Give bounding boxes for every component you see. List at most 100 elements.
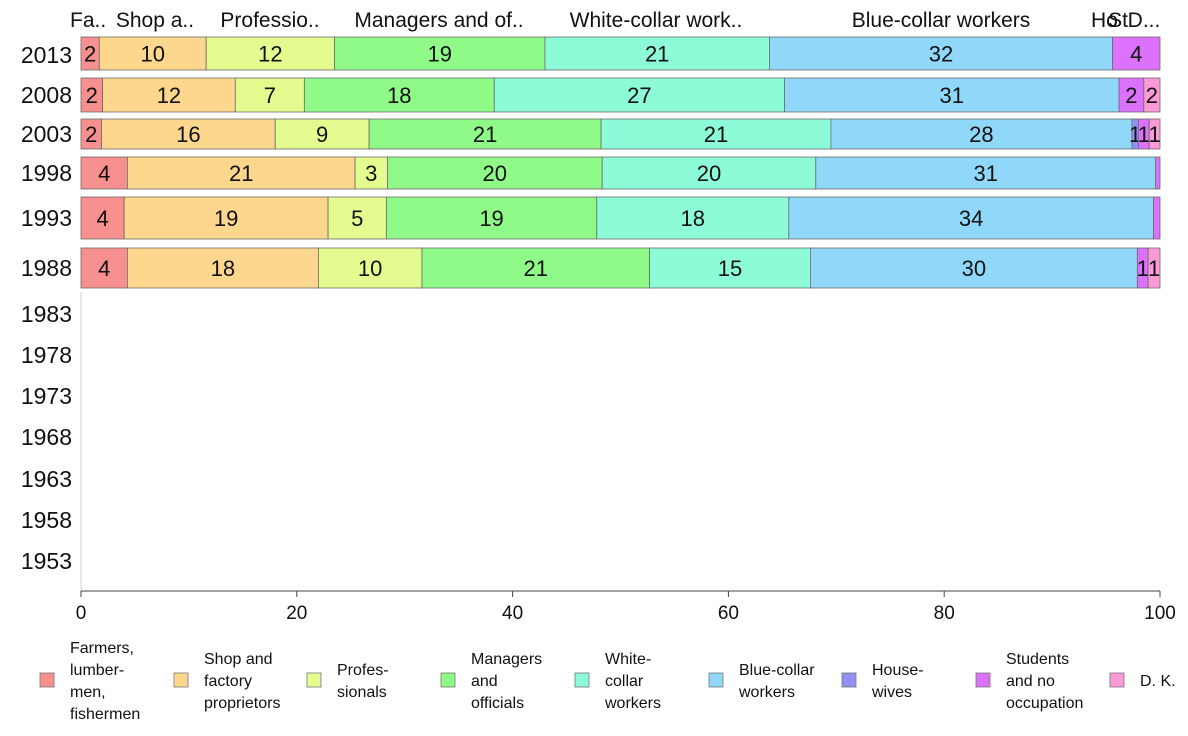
y-tick-label: 2003 xyxy=(21,121,72,147)
bar-value-label: 15 xyxy=(718,256,742,281)
bar-segment xyxy=(385,196,598,240)
bar-segment xyxy=(101,118,276,150)
bar-segment xyxy=(387,156,603,190)
legend-label-line: Students xyxy=(1006,651,1069,668)
bar-value-label: 18 xyxy=(387,83,411,108)
y-axis: 2013 2008 2003 1998 1993 1988 1983 1978 1973 1968… xyxy=(21,42,72,574)
bar-segment xyxy=(649,247,811,289)
bar-value-label: 2 xyxy=(1146,83,1158,108)
legend-swatch xyxy=(708,672,724,688)
bar-value-label: 12 xyxy=(157,83,181,108)
legend-label-line: Blue-collar xyxy=(739,662,815,679)
top-label: Managers and of.. xyxy=(354,9,523,32)
bar-value-label: 2 xyxy=(1125,83,1137,108)
bar-segment xyxy=(815,156,1157,190)
bar-segment xyxy=(234,77,305,113)
bar-segment xyxy=(784,77,1120,113)
legend-swatch xyxy=(306,672,322,688)
legend-label: Profes-sionals xyxy=(337,662,389,701)
bar-segment xyxy=(769,36,1113,71)
bar-segment xyxy=(354,156,388,190)
bar-segment xyxy=(830,118,1133,150)
bar-segment xyxy=(601,156,817,190)
legend-label: Farmers, lumber-men, fishermen xyxy=(70,640,140,723)
legend-label: White-collar workers xyxy=(604,651,661,712)
top-label: Shop a.. xyxy=(116,9,194,32)
bar-segment xyxy=(368,118,602,150)
x-tick-label: 80 xyxy=(934,603,955,624)
bar-value-label: 30 xyxy=(962,256,986,281)
legend-swatch xyxy=(39,672,55,688)
bar-segment xyxy=(544,36,770,71)
bar-value-label: 2 xyxy=(85,122,97,147)
bar-value-label: 31 xyxy=(973,161,997,186)
bar-segment xyxy=(334,36,546,71)
bar-value-label: 12 xyxy=(258,42,282,67)
bar-value-label: 1 xyxy=(1148,122,1160,147)
y-tick-label: 1973 xyxy=(21,383,72,409)
bar-value-label: 10 xyxy=(141,42,165,67)
bar-value-label: 20 xyxy=(697,161,721,186)
bar-segment xyxy=(102,77,236,113)
legend-label: House-wives xyxy=(871,662,924,701)
legend-label: D. K. xyxy=(1140,673,1176,690)
legend-label-line: occupation xyxy=(1006,695,1083,712)
bar-value-label: 4 xyxy=(1130,42,1142,67)
bar-value-label: 2 xyxy=(86,83,98,108)
top-label: St xyxy=(1108,9,1128,32)
bar-value-label: 1 xyxy=(1137,256,1149,281)
bar-segment xyxy=(1143,77,1161,113)
bar-segment xyxy=(596,196,790,240)
bar-segment xyxy=(788,196,1154,240)
bar-value-label: 18 xyxy=(681,206,705,231)
y-tick-label: 1953 xyxy=(21,548,72,574)
bar-value-label: 1 xyxy=(1148,256,1160,281)
bar-value-label: 18 xyxy=(211,256,235,281)
top-label: Professio.. xyxy=(220,9,319,32)
y-tick-label: 1993 xyxy=(21,205,72,231)
bar-value-label: 21 xyxy=(473,122,497,147)
bar-value-label: 21 xyxy=(229,161,253,186)
top-label: Fa.. xyxy=(70,9,106,32)
bar-value-label: 34 xyxy=(959,206,983,231)
x-tick-label: 60 xyxy=(718,603,739,624)
bar-value-label: 4 xyxy=(96,206,108,231)
legend-label-line: wives xyxy=(871,684,912,701)
bar-value-label: 9 xyxy=(316,122,328,147)
x-tick-label: 0 xyxy=(76,603,87,624)
bar-segment xyxy=(1155,156,1161,190)
legend-label: Shop and factory proprietors xyxy=(204,651,280,712)
bar-value-label: 4 xyxy=(98,256,110,281)
legend-label-line: proprietors xyxy=(204,695,280,712)
bar-value-label: 21 xyxy=(645,42,669,67)
legend-label-line: D. K. xyxy=(1140,673,1176,690)
x-tick-label: 100 xyxy=(1144,603,1176,624)
top-label: Ho xyxy=(1091,9,1118,32)
bar-value-label: 19 xyxy=(479,206,503,231)
bar-segment xyxy=(126,156,356,190)
top-label: Blue-collar workers xyxy=(852,9,1031,32)
legend-label-line: Farmers, xyxy=(70,640,134,657)
bar-value-label: 28 xyxy=(969,122,993,147)
bar-segment xyxy=(317,247,423,289)
y-tick-label: 1963 xyxy=(21,466,72,492)
bar-segment xyxy=(421,247,651,289)
legend-swatch xyxy=(574,672,590,688)
bar-value-label: 20 xyxy=(483,161,507,186)
bar-value-label: 21 xyxy=(524,256,548,281)
bar-value-label: 27 xyxy=(627,83,651,108)
legend-swatch xyxy=(1109,672,1125,688)
bar-value-label: 31 xyxy=(940,83,964,108)
legend-label-line: collar xyxy=(605,673,644,690)
y-tick-label: 1998 xyxy=(21,160,72,186)
top-label: D... xyxy=(1128,9,1161,32)
legend-label: Managers and officials xyxy=(471,651,542,712)
bar-value-label: 19 xyxy=(428,42,452,67)
bar-segment xyxy=(80,247,128,289)
bar-segment xyxy=(493,77,785,113)
bar-segment xyxy=(274,118,370,150)
bar-segment xyxy=(1147,247,1161,289)
y-tick-label: 2013 xyxy=(21,42,72,68)
